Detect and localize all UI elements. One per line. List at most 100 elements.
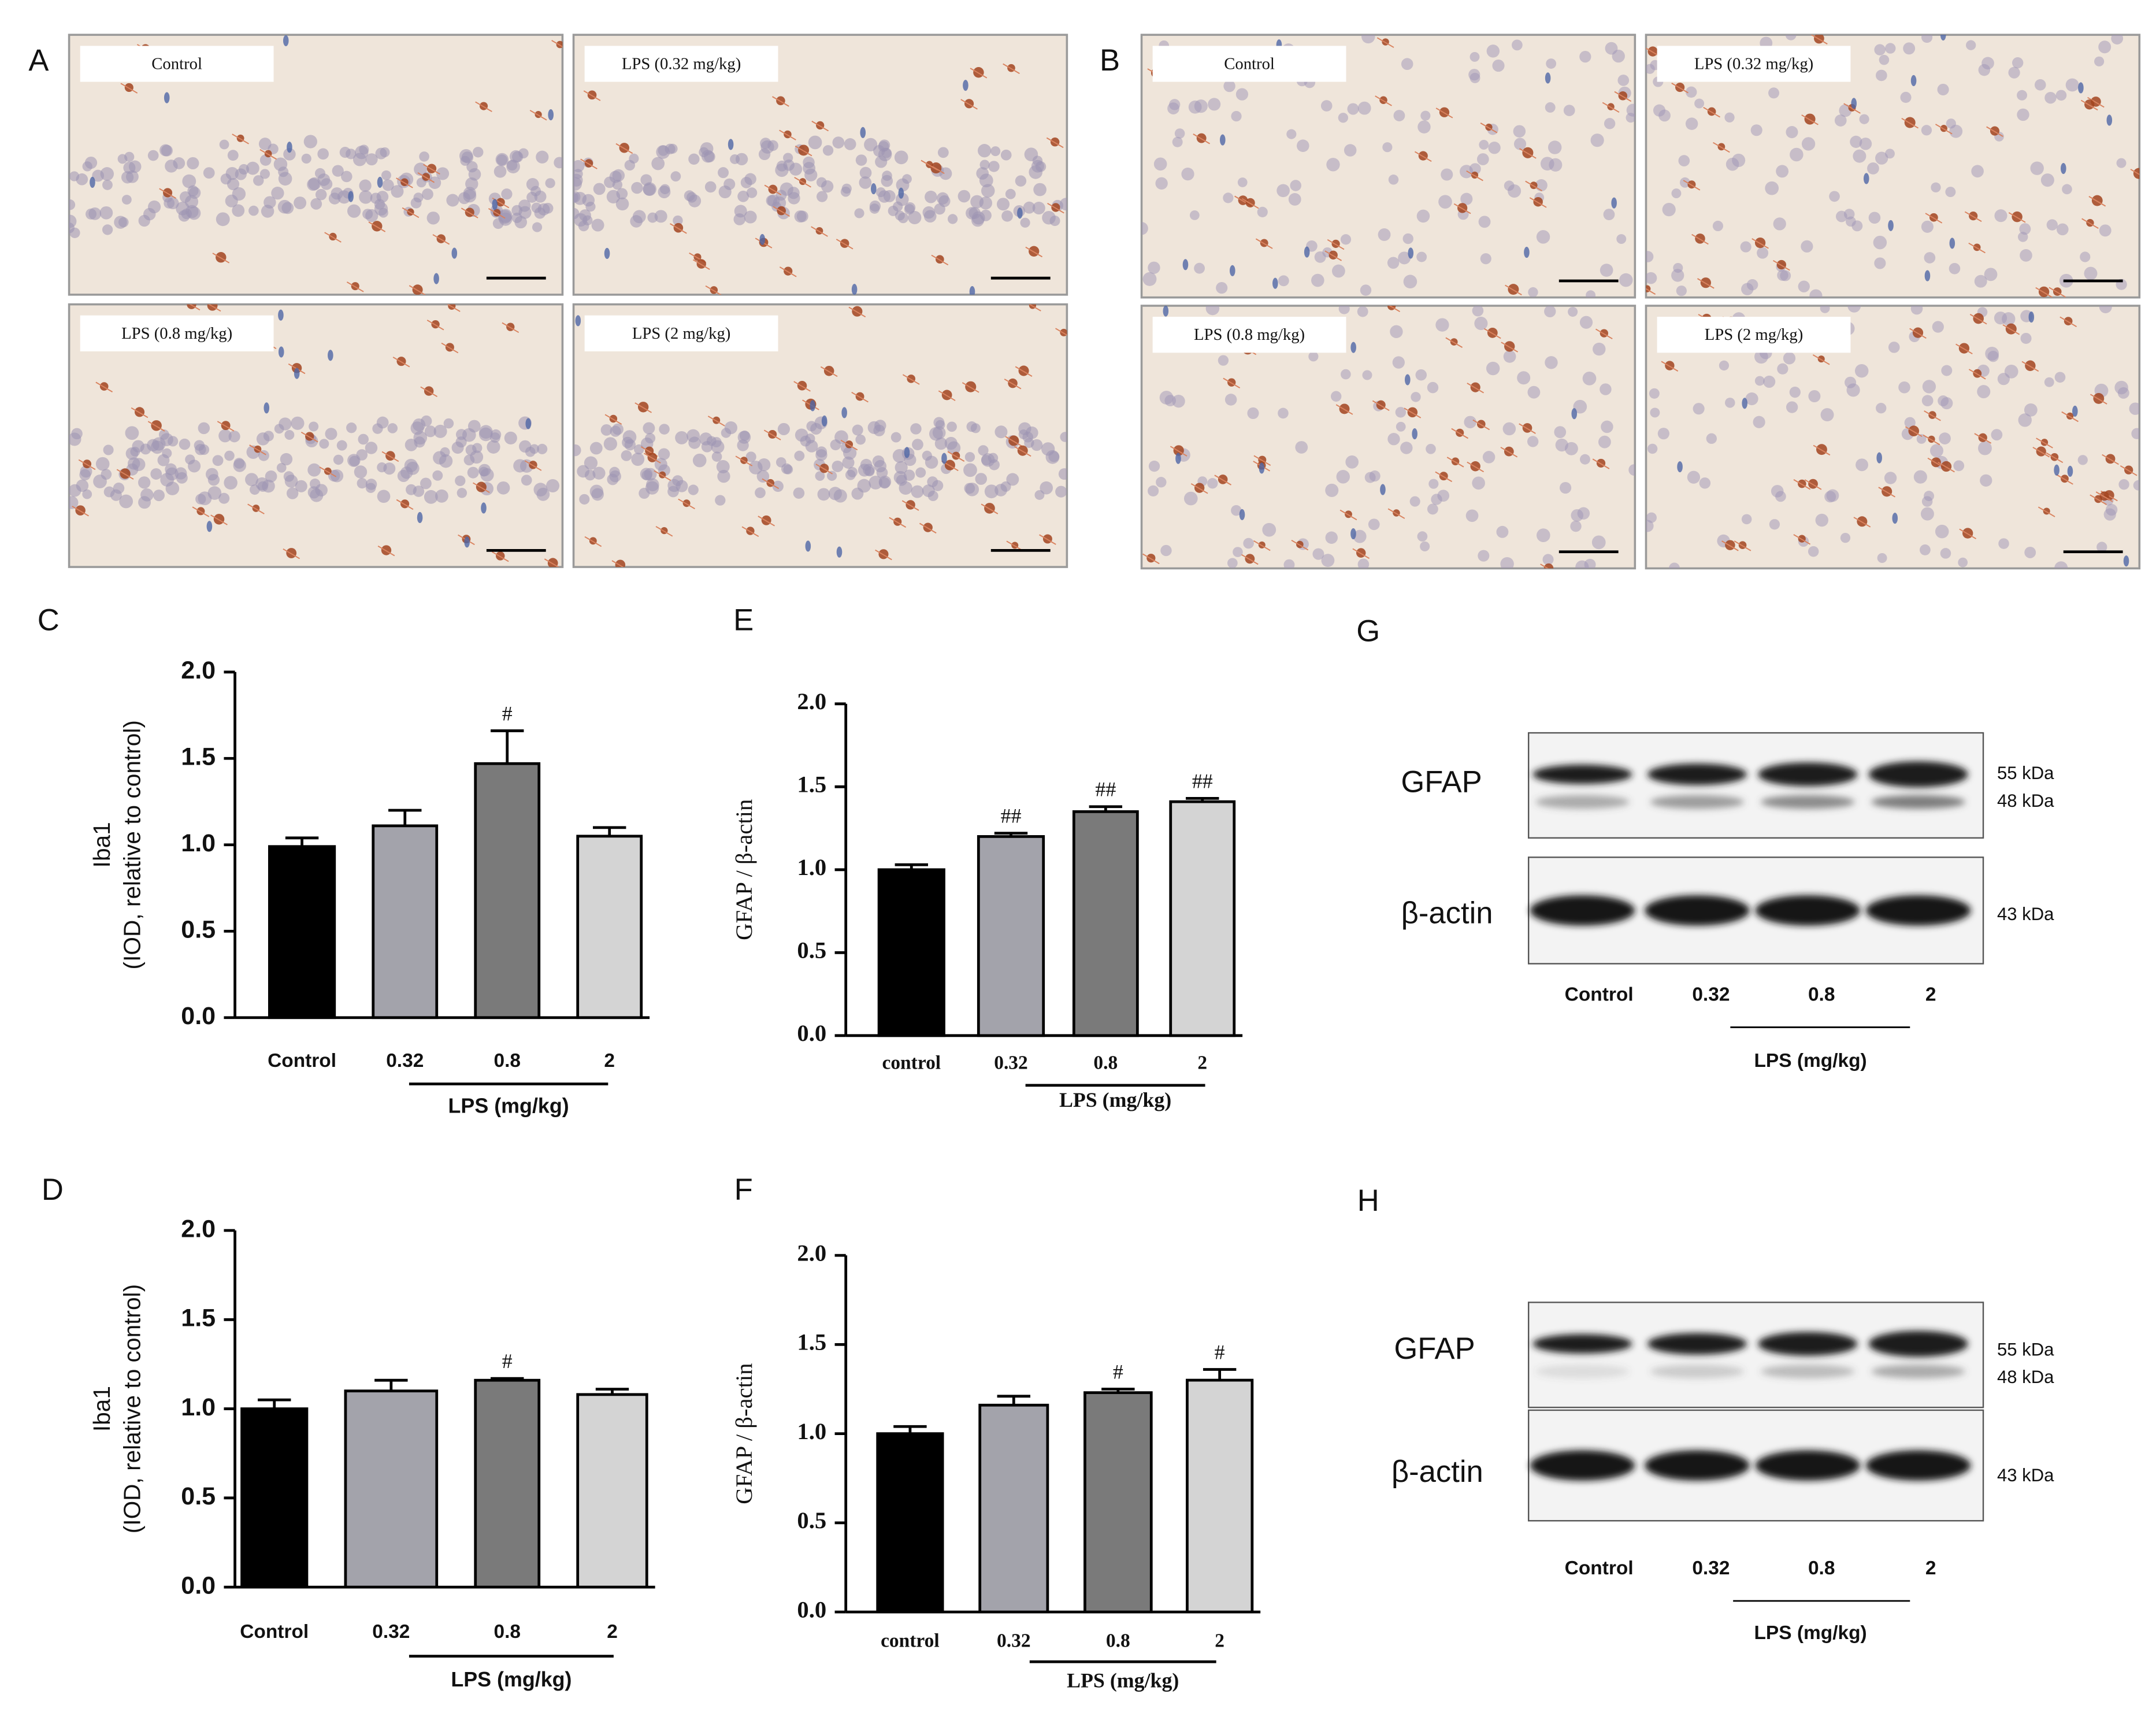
nucleus (1296, 139, 1309, 153)
stained-cell (476, 481, 487, 492)
nucleus (610, 425, 621, 437)
process (78, 459, 96, 470)
nucleus (1382, 142, 1393, 153)
micrograph-label: LPS (0.8 mg/kg) (121, 324, 232, 343)
band (1868, 761, 1968, 788)
nucleus (1325, 531, 1338, 544)
nucleus (1647, 443, 1658, 454)
blue-nucleus (1677, 461, 1683, 473)
stained-cell (120, 468, 131, 479)
nucleus (632, 210, 646, 224)
nucleus (1257, 206, 1268, 217)
nucleus (977, 144, 992, 158)
nucleus (307, 463, 321, 477)
band (1645, 895, 1750, 926)
nucleus (1898, 381, 1910, 394)
nucleus (1801, 240, 1813, 253)
blue-nucleus (1545, 72, 1551, 84)
nucleus (1341, 369, 1351, 380)
micrograph-label: LPS (0.32 mg/kg) (622, 54, 741, 73)
process (735, 455, 753, 466)
nucleus (971, 211, 985, 225)
stained-cell (1245, 198, 1255, 207)
nucleus (1015, 175, 1027, 187)
nucleus (815, 471, 825, 481)
nucleus (1769, 519, 1780, 530)
nucleus (509, 150, 522, 163)
nucleus (990, 146, 1001, 157)
nucleus (615, 197, 629, 211)
band (1758, 1332, 1858, 1356)
nucleus (424, 425, 436, 438)
nucleus (1435, 318, 1449, 332)
stained-cell (213, 514, 225, 525)
stained-cell (1725, 540, 1735, 550)
y-axis-label: GFAP / β-actin (731, 799, 757, 940)
nucleus (245, 473, 258, 487)
nucleus (826, 470, 837, 481)
nucleus (858, 464, 871, 477)
nucleus (278, 166, 289, 177)
nucleus (265, 470, 277, 483)
nucleus (1937, 83, 1949, 96)
nucleus (1227, 558, 1238, 569)
nucleus (179, 438, 191, 450)
nucleus (688, 153, 700, 165)
nucleus (1835, 210, 1847, 223)
nucleus (1750, 124, 1762, 136)
nucleus (472, 443, 483, 453)
process (232, 134, 249, 144)
nucleus (158, 429, 169, 440)
nucleus (1958, 557, 1968, 568)
process (1923, 434, 1940, 446)
nucleus (869, 203, 880, 214)
y-tick-label: 0.0 (797, 1020, 826, 1046)
nucleus (1650, 407, 1660, 418)
process (502, 322, 519, 333)
nucleus (1998, 538, 2009, 549)
nucleus (855, 434, 866, 445)
nucleus (1511, 39, 1523, 51)
nucleus (228, 431, 240, 443)
band (1758, 762, 1858, 787)
nucleus (1873, 235, 1887, 250)
process (426, 320, 444, 331)
nucleus (436, 167, 450, 180)
stained-cell (1665, 361, 1675, 370)
nucleus (1183, 491, 1198, 506)
blue-nucleus (1742, 398, 1747, 409)
nucleus (600, 424, 613, 436)
nucleus (1600, 264, 1613, 277)
process (1445, 337, 1463, 348)
nucleus (1048, 451, 1060, 462)
nucleus (1403, 275, 1417, 289)
nucleus (2020, 249, 2032, 262)
nucleus (84, 156, 98, 169)
nucleus (2017, 108, 2029, 121)
nucleus (2080, 251, 2091, 262)
nucleus (168, 436, 179, 447)
panel-letter: H (1357, 1184, 1379, 1218)
blue-nucleus (759, 233, 766, 245)
nucleus (688, 436, 701, 449)
nucleus (1396, 421, 1406, 432)
nucleus (1478, 550, 1490, 562)
process (1646, 288, 1656, 295)
blue-nucleus (1230, 265, 1235, 276)
process (1003, 63, 1020, 75)
bar (877, 868, 945, 1037)
nucleus (69, 227, 80, 238)
nucleus (1669, 562, 1680, 569)
process (2088, 196, 2106, 207)
nucleus (1032, 202, 1045, 215)
nucleus (249, 484, 260, 495)
nucleus (1854, 364, 1869, 378)
nucleus (573, 160, 585, 173)
lane-label: 0.32 (1692, 1558, 1730, 1579)
nucleus (1745, 392, 1758, 406)
stained-cell (2038, 286, 2050, 298)
nucleus (478, 427, 493, 442)
process (655, 526, 673, 537)
stained-cell (2025, 360, 2036, 371)
